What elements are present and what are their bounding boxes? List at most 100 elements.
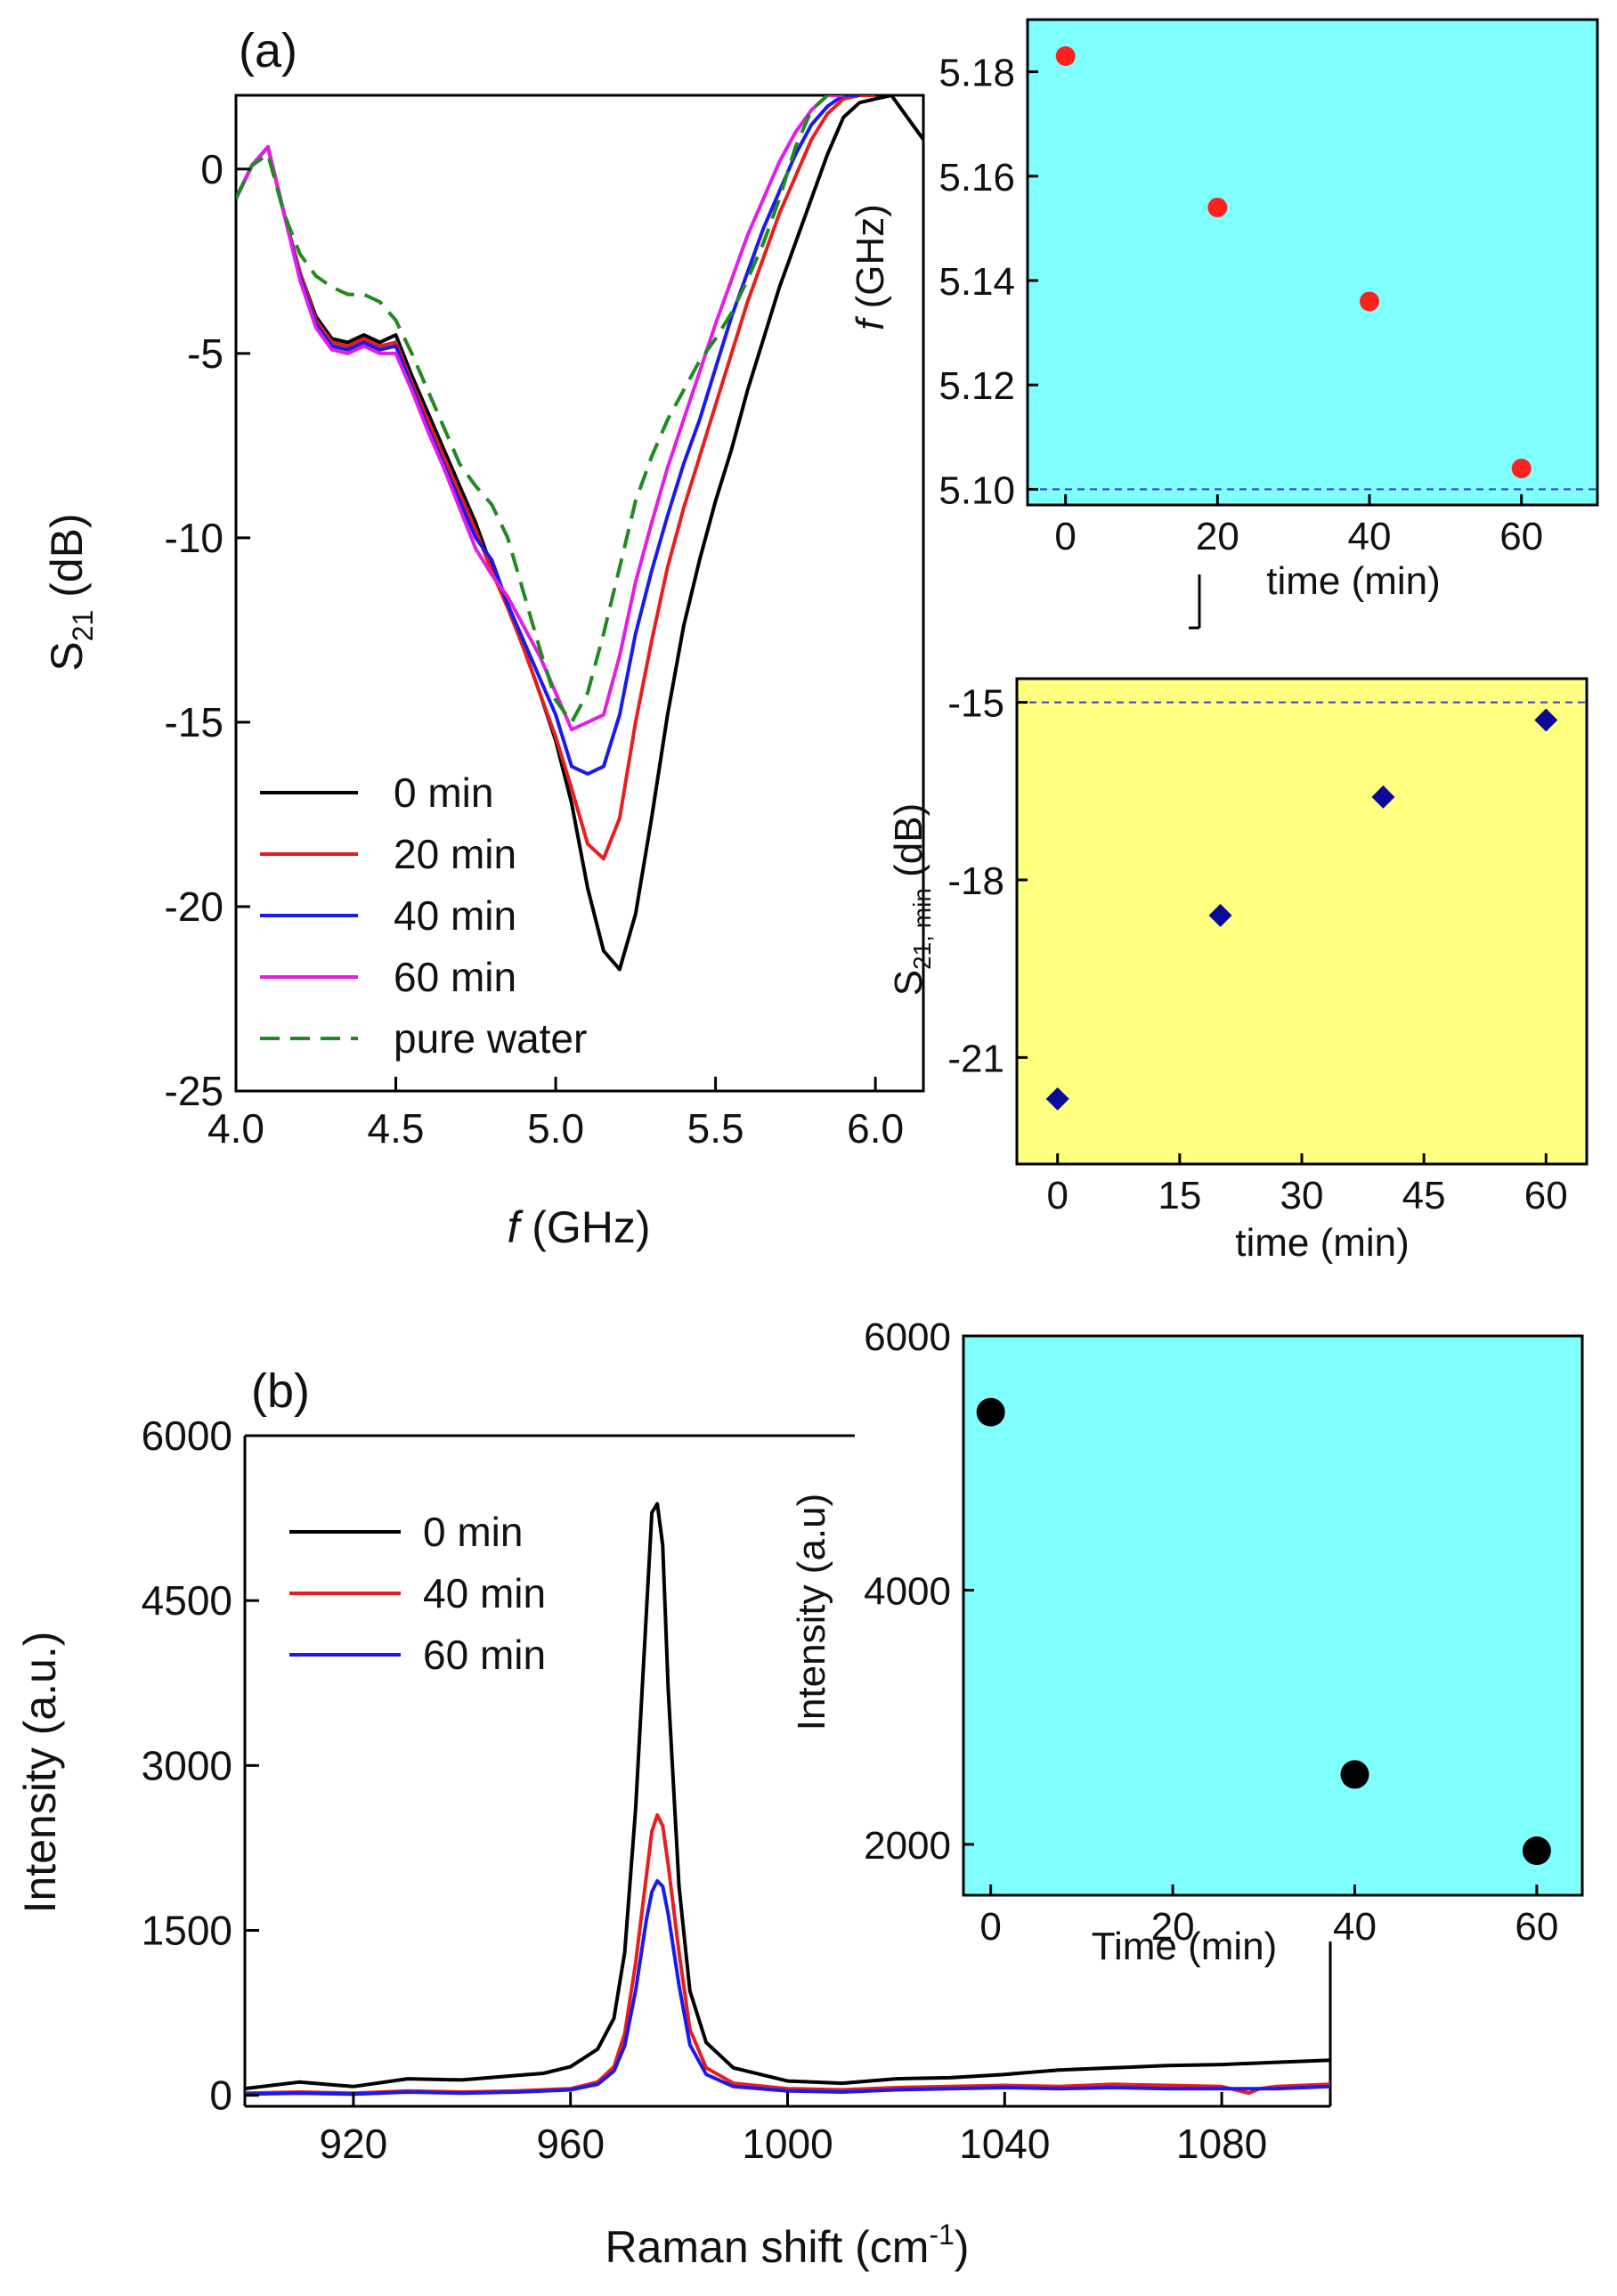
- inset-f-ticks: [1028, 70, 1524, 505]
- x-tick-label: 0: [1054, 515, 1076, 558]
- panel-b-y-axis-title: Intensity (a.u.): [15, 1632, 65, 1914]
- y-tick-label: 1500: [142, 1907, 232, 1953]
- inset-b-x-tick-labels: 0 20 40 60: [979, 1905, 1558, 1949]
- series-line-0-min: [236, 95, 923, 972]
- y-tick-label: 3000: [142, 1742, 232, 1788]
- x-tick-label: 20: [1196, 515, 1239, 558]
- y-tick-label: 5.10: [939, 468, 1015, 512]
- series-line-60-min: [245, 1878, 1330, 2097]
- panel-a-label: (a): [239, 24, 297, 77]
- panel-a-x-tick-labels: 4.0 4.5 5.0 5.5 6.0: [207, 1105, 904, 1152]
- panel-b-y-tick-labels: 0 1500 3000 4500 6000: [142, 1413, 232, 2119]
- inset-f-y-tick-labels: 5.10 5.12 5.14 5.16 5.18: [939, 52, 1015, 513]
- legend-label: 0 min: [394, 769, 493, 816]
- panel-a-main-chart: (a) 4.0 4.5 5.0 5.5 6.0 0 -5 -10 -15 -20 -25 f (G…: [42, 24, 925, 1252]
- inset-f-y-axis-title: f (GHz): [849, 204, 892, 330]
- y-tick-label: 6000: [864, 1315, 951, 1359]
- data-point: [1208, 903, 1232, 927]
- x-tick-label: 4.5: [368, 1105, 425, 1152]
- data-point: [1207, 197, 1228, 217]
- inset-f-plot-frame: [1026, 18, 1599, 507]
- series-line-0-min: [245, 1502, 1330, 2091]
- x-tick-label: 60: [1524, 1174, 1568, 1217]
- x-tick-label: 0: [979, 1905, 1001, 1949]
- legend-label: 60 min: [423, 1632, 546, 1678]
- inset-b-points: [976, 1397, 1551, 1866]
- panel-b-x-axis-title: Raman shift (cm-1): [605, 2219, 969, 2272]
- x-tick-label: 5.0: [527, 1105, 584, 1152]
- y-tick-label: -10: [165, 515, 223, 561]
- y-tick-label: 2000: [864, 1824, 951, 1868]
- data-point: [1371, 785, 1395, 809]
- y-tick-label: -5: [187, 330, 223, 377]
- x-tick-label: 40: [1333, 1905, 1377, 1949]
- panel-a-ticks: [234, 167, 877, 1093]
- y-tick-label: 4000: [864, 1569, 951, 1613]
- x-tick-label: 1080: [1176, 2121, 1267, 2167]
- inset-f-x-tick-labels: 0 20 40 60: [1054, 515, 1543, 558]
- data-point: [1522, 1836, 1551, 1866]
- inset-b-ticks: [963, 1334, 1539, 1895]
- legend-label: 40 min: [394, 892, 516, 939]
- panel-a-plot-frame: [234, 94, 925, 1093]
- inset-b-x-axis-title: Time (min): [1092, 1925, 1278, 1968]
- data-point: [1360, 291, 1379, 312]
- inset-b-y-axis-title: Intensity (a.u): [790, 1494, 833, 1731]
- y-tick-label: 0: [209, 2072, 232, 2119]
- x-tick-label: 960: [536, 2121, 605, 2167]
- panel-a-series-layer: [236, 95, 923, 972]
- y-tick-label: -15: [165, 699, 223, 745]
- inset-s21-plot-frame: [1015, 677, 1589, 1166]
- x-tick-label: 45: [1402, 1174, 1446, 1217]
- series-line-40-min: [236, 95, 860, 776]
- inset-s21-y-axis-title: S21, min (dB): [887, 803, 936, 997]
- legend-label: pure water: [394, 1015, 587, 1062]
- x-tick-label: 1000: [742, 2121, 833, 2167]
- x-tick-label: 20: [1151, 1905, 1195, 1949]
- inset-s21-points: [1045, 708, 1558, 1111]
- legend-label: 40 min: [423, 1570, 546, 1616]
- data-point: [1340, 1760, 1369, 1789]
- y-tick-label: 4500: [142, 1577, 232, 1624]
- panel-b-inset-intensity: 0 20 40 60 2000 4000 6000 Time (min) Intensit…: [790, 1315, 1584, 1968]
- inset-s21-x-tick-labels: 0 15 30 45 60: [1046, 1174, 1567, 1217]
- y-tick-label: 5.14: [939, 260, 1015, 304]
- data-point: [1045, 1087, 1069, 1111]
- panel-a-y-axis-title: S21 (dB): [42, 513, 99, 671]
- data-point: [1055, 46, 1076, 67]
- panel-a-y-tick-labels: 0 -5 -10 -15 -20 -25: [165, 146, 223, 1114]
- x-tick-label: 6.0: [847, 1105, 904, 1152]
- legend-label: 60 min: [394, 954, 516, 1000]
- y-tick-label: 5.12: [939, 364, 1015, 408]
- y-tick-label: 6000: [142, 1413, 232, 1459]
- series-line-20-min: [236, 95, 876, 861]
- legend-label: 20 min: [394, 831, 516, 877]
- x-tick-label: 5.5: [687, 1105, 744, 1152]
- x-tick-label: 4.0: [207, 1105, 264, 1152]
- panel-b-ticks: [245, 1434, 1223, 2106]
- panel-b-label: (b): [251, 1364, 310, 1418]
- series-line-pure-water: [236, 95, 829, 724]
- x-tick-label: 60: [1515, 1905, 1558, 1949]
- data-point: [1534, 708, 1558, 732]
- data-point: [1511, 458, 1532, 478]
- panel-a-inset-s21: 0 15 30 45 60 -15 -18 -21 time (min) S21, min …: [887, 677, 1589, 1265]
- x-tick-label: 30: [1280, 1174, 1324, 1217]
- y-tick-label: 5.16: [939, 156, 1015, 199]
- panel-b-series-layer: [245, 1502, 1330, 2097]
- panel-a-inset-frequency: 0 20 40 60 5.105.125.145.165.18 time (min) …: [849, 18, 1599, 630]
- data-point: [976, 1397, 1005, 1427]
- inset-f-points: [1055, 46, 1532, 478]
- legend-label: 0 min: [423, 1509, 523, 1555]
- y-tick-label: -18: [947, 859, 1004, 903]
- x-tick-label: 1040: [959, 2121, 1050, 2167]
- x-tick-label: 0: [1046, 1174, 1068, 1217]
- x-tick-label: 60: [1499, 515, 1543, 558]
- y-tick-label: -20: [165, 883, 223, 930]
- x-tick-label: 40: [1348, 515, 1392, 558]
- inset-b-plot-frame: [962, 1334, 1584, 1897]
- panel-b-x-tick-labels: 920 960 1000 1040 1080: [320, 2121, 1268, 2167]
- panel-a-x-axis-title: f (GHz): [507, 1202, 650, 1252]
- inset-s21-ticks: [1017, 701, 1548, 1164]
